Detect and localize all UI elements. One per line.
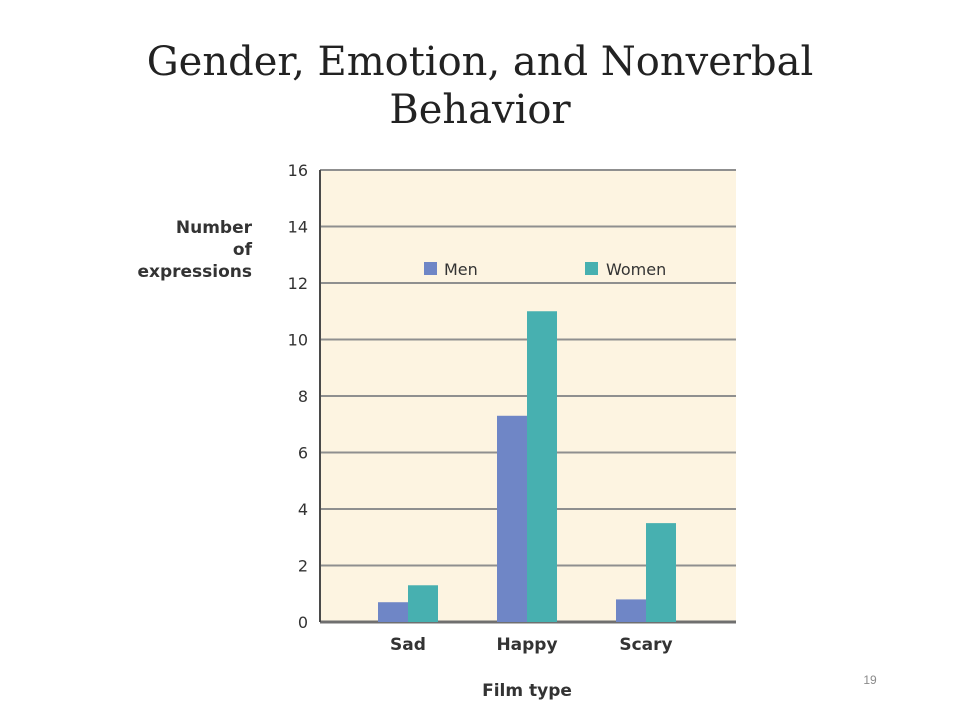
- y-tick-label: 8: [298, 387, 308, 406]
- bar-women-scary: [646, 523, 676, 622]
- slide-title-line-2: Behavior: [389, 87, 571, 133]
- bar-men-happy: [497, 415, 527, 622]
- bar-women-sad: [408, 585, 438, 622]
- y-tick-label: 6: [298, 444, 308, 463]
- x-tick-labels: Sad Happy Scary: [390, 635, 673, 655]
- y-tick-labels: 0 2 4 6 8 10 12 14 16: [288, 161, 308, 632]
- y-tick-label: 4: [298, 500, 308, 519]
- y-tick-label: 0: [298, 613, 308, 632]
- x-tick-label: Sad: [390, 635, 426, 655]
- y-tick-label: 14: [288, 218, 308, 237]
- legend-swatch-men: [424, 262, 437, 275]
- bar-men-scary: [616, 599, 646, 622]
- y-tick-label: 10: [288, 331, 308, 350]
- x-axis-label: Film type: [482, 681, 572, 701]
- legend: Men Women: [424, 260, 666, 279]
- legend-label-men: Men: [444, 260, 478, 279]
- y-tick-label: 12: [288, 274, 308, 293]
- y-tick-label: 16: [288, 161, 308, 180]
- y-tick-label: 2: [298, 557, 308, 576]
- x-tick-label: Scary: [619, 635, 672, 655]
- legend-swatch-women: [585, 262, 598, 275]
- y-axis-label-line-3: expressions: [137, 262, 252, 282]
- bar-men-sad: [378, 602, 408, 622]
- y-axis-label-line-2: of: [233, 240, 253, 260]
- slide-title-line-1: Gender, Emotion, and Nonverbal: [146, 39, 814, 85]
- x-tick-label: Happy: [496, 635, 557, 655]
- y-axis-label-line-1: Number: [176, 218, 253, 238]
- bars: [378, 311, 676, 622]
- slide-title: Gender, Emotion, and Nonverbal Behavior: [0, 38, 960, 134]
- slide-number: 19: [863, 673, 877, 687]
- legend-label-women: Women: [606, 260, 666, 279]
- bar-women-happy: [527, 311, 557, 622]
